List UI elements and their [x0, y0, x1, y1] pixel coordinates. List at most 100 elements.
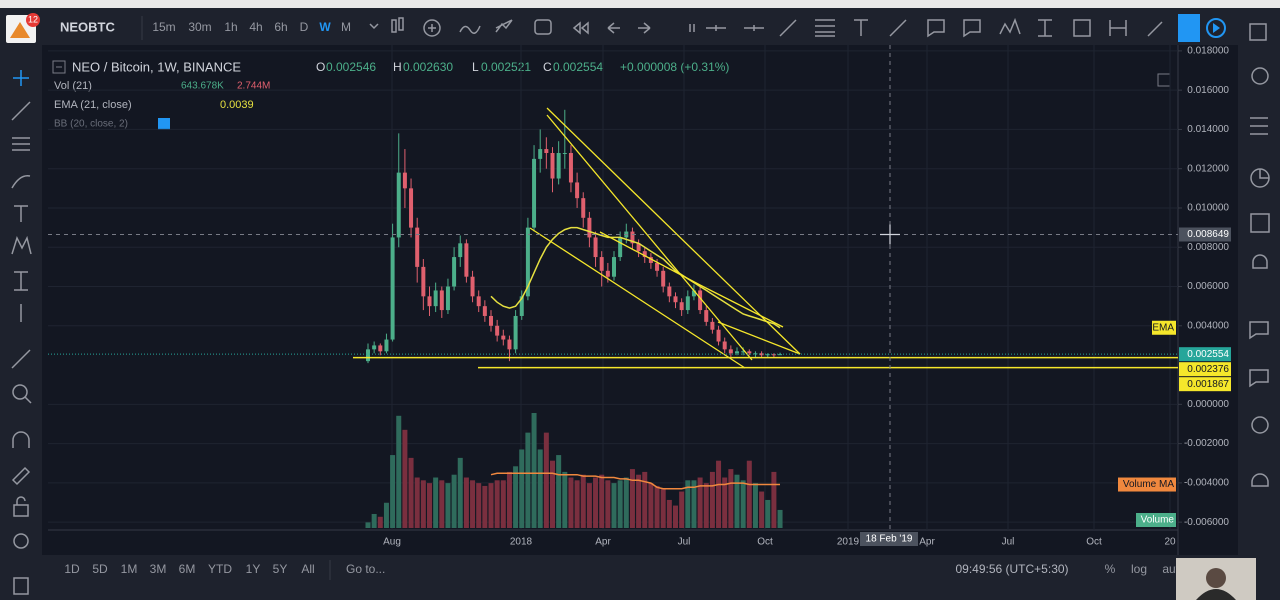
range-button[interactable]: 1M — [121, 562, 138, 576]
range-button[interactable]: 5D — [92, 562, 108, 576]
range-button[interactable]: 6M — [179, 562, 196, 576]
candle-body — [710, 321, 715, 330]
volume-bar — [519, 449, 525, 528]
replay-button[interactable] — [1206, 18, 1226, 38]
volume-bar — [722, 477, 728, 528]
indicator-visibility[interactable] — [158, 118, 170, 130]
goto-button[interactable]: Go to... — [346, 562, 385, 576]
volume-bar — [531, 413, 537, 528]
volume-bar — [629, 469, 635, 528]
candle-body — [489, 315, 493, 326]
candle-body — [415, 227, 420, 267]
legend-title: NEO / Bitcoin, 1W, BINANCE — [72, 59, 241, 74]
toolbar-tab[interactable] — [1178, 14, 1200, 42]
ohlc-key: L — [472, 60, 479, 74]
candle-body — [470, 276, 475, 297]
volume-bar — [636, 474, 642, 528]
y-tick-label: -0.006000 — [1184, 517, 1229, 528]
candle-body — [421, 266, 426, 297]
volume-bar — [562, 471, 568, 528]
volume-bar — [445, 483, 451, 528]
scale-option[interactable]: log — [1131, 562, 1147, 576]
volume-bar — [728, 469, 734, 528]
candle-body — [556, 152, 561, 179]
y-tick-label: 0.000000 — [1187, 399, 1229, 410]
y-tick-label: 0.010000 — [1187, 203, 1229, 214]
ohlc-value: 0.002521 — [481, 60, 531, 74]
range-button[interactable]: All — [301, 562, 314, 576]
x-tick-label: Apr — [919, 537, 935, 548]
logo-icon — [10, 22, 30, 38]
series-tag — [1136, 513, 1176, 527]
volume-bar — [500, 480, 506, 528]
crosshair-tag-label: 0.008649 — [1187, 229, 1229, 240]
volume-bar — [543, 432, 549, 528]
candle-body — [501, 335, 506, 340]
volume-bar — [439, 480, 445, 528]
volume-bar — [550, 460, 555, 528]
volume-bar — [599, 474, 605, 528]
trend-line — [717, 321, 801, 355]
price-tag-label: 0.002376 — [1187, 364, 1229, 375]
interval-button[interactable]: D — [300, 20, 309, 34]
symbol[interactable]: NEOBTC — [60, 19, 116, 34]
volume-bar — [427, 483, 432, 528]
volume-bar — [377, 516, 383, 528]
volume-bar — [605, 480, 611, 528]
interval-button[interactable]: 1h — [224, 20, 237, 34]
right-icons — [1249, 23, 1270, 487]
range-button[interactable]: 3M — [150, 562, 167, 576]
ohlc-key: C — [543, 60, 552, 74]
y-tick-label: 0.014000 — [1187, 124, 1229, 135]
y-tick-label: 0.018000 — [1187, 46, 1229, 57]
volume-bar — [525, 432, 531, 528]
interval-button[interactable]: 15m — [152, 20, 175, 34]
y-tick-label: 0.008000 — [1187, 242, 1229, 253]
volume-bar — [660, 488, 666, 528]
candle-body — [753, 353, 758, 355]
candle-body — [636, 243, 641, 252]
volume-bar — [740, 480, 746, 528]
series-tag-label: Volume MA — [1123, 479, 1174, 490]
series-tag — [1152, 320, 1176, 335]
candle-body — [605, 270, 610, 277]
left-icons — [11, 70, 32, 595]
volume-bar — [365, 522, 371, 528]
x-tick-label: 20 — [1164, 537, 1176, 548]
collapse-button[interactable] — [52, 60, 66, 74]
range-button[interactable]: 1Y — [246, 562, 261, 576]
volume-bar — [513, 466, 519, 528]
price-tag — [1179, 377, 1231, 392]
ohlc-value: 0.002546 — [326, 60, 376, 74]
volume-bar — [691, 480, 697, 528]
crosshair-time-tag — [860, 532, 918, 546]
volume-bar — [752, 483, 758, 528]
scale-option[interactable]: % — [1105, 562, 1116, 576]
candle-body — [765, 354, 770, 356]
indicator-name: EMA (21, close) — [54, 99, 132, 111]
candle-body — [482, 306, 487, 316]
interval-button[interactable]: 4h — [249, 20, 262, 34]
volume-bar — [673, 505, 678, 528]
range-button[interactable]: 1D — [64, 562, 80, 576]
interval-button[interactable]: M — [341, 20, 351, 34]
volume-bar — [586, 483, 592, 528]
range-button[interactable]: YTD — [208, 562, 232, 576]
trend-line — [546, 107, 801, 355]
volume-bar — [642, 471, 648, 528]
candle-body — [685, 296, 690, 311]
candle-body — [698, 290, 703, 311]
y-tick-label: 0.006000 — [1187, 281, 1229, 292]
range-button[interactable]: 5Y — [273, 562, 288, 576]
footer: 1D 5D 1M 3M 6M YTD 1Y 5Y All Go to...% log auto — [64, 560, 1186, 580]
volume-bar — [648, 483, 654, 528]
volume-bar — [654, 485, 660, 528]
volume-bar — [697, 477, 703, 528]
volume-bar — [709, 471, 715, 528]
candle-body — [427, 296, 432, 307]
interval-button[interactable]: 6h — [274, 20, 287, 34]
candle-body — [642, 251, 647, 258]
interval-button[interactable]: 30m — [188, 20, 211, 34]
interval-button[interactable]: W — [319, 20, 331, 34]
y-tick-label: 0.012000 — [1187, 163, 1229, 174]
